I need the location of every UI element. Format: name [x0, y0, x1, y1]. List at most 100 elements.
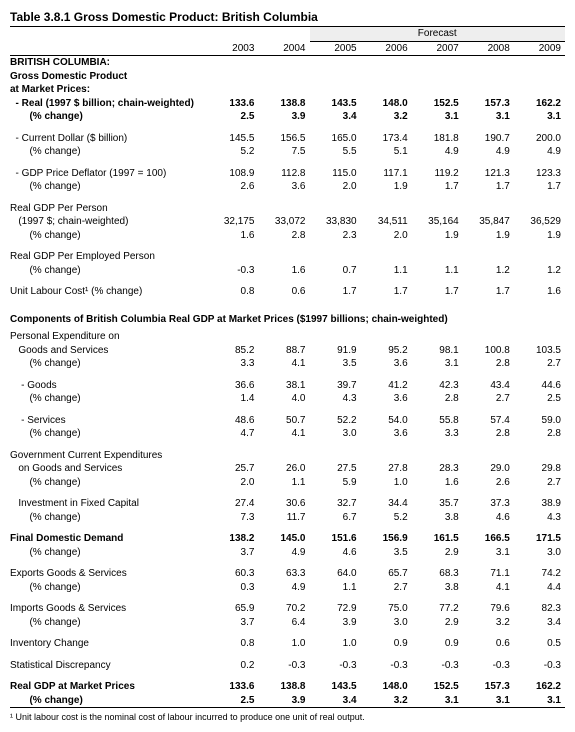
data-cell: 2.3	[310, 229, 361, 243]
data-cell: 1.7	[463, 180, 514, 194]
data-cell: 3.1	[412, 357, 463, 371]
data-cell: 4.9	[258, 581, 309, 595]
data-cell: 3.0	[310, 427, 361, 441]
data-cell: 5.9	[310, 476, 361, 490]
gdp-table: Forecast2003200420052006200720082009BRIT…	[10, 27, 565, 708]
data-cell: 121.3	[463, 167, 514, 181]
row-label: (1997 $; chain-weighted)	[10, 215, 207, 229]
data-cell: 98.1	[412, 344, 463, 358]
data-cell	[310, 449, 361, 463]
year-header: 2007	[412, 41, 463, 56]
data-cell	[207, 449, 258, 463]
row-label: Statistical Discrepancy	[10, 659, 207, 673]
data-cell: 2.7	[463, 392, 514, 406]
data-cell: -0.3	[514, 659, 565, 673]
row-label: (% change)	[10, 581, 207, 595]
data-cell	[412, 250, 463, 264]
data-cell: 4.9	[412, 145, 463, 159]
data-cell: 1.6	[258, 264, 309, 278]
data-cell: 103.5	[514, 344, 565, 358]
data-cell	[514, 202, 565, 216]
data-cell	[412, 330, 463, 344]
row-label: (% change)	[10, 616, 207, 630]
section-label: Gross Domestic Product	[10, 70, 565, 84]
data-cell: 4.9	[258, 546, 309, 560]
data-cell: 38.9	[514, 497, 565, 511]
data-cell: 70.2	[258, 602, 309, 616]
data-cell: 5.2	[361, 511, 412, 525]
data-cell: 3.1	[463, 546, 514, 560]
data-cell: 85.2	[207, 344, 258, 358]
data-cell: 3.2	[463, 616, 514, 630]
data-cell: 3.1	[463, 694, 514, 708]
data-cell: 200.0	[514, 132, 565, 146]
data-cell: 156.9	[361, 532, 412, 546]
year-header: 2005	[310, 41, 361, 56]
data-cell: 152.5	[412, 680, 463, 694]
data-cell: 3.4	[310, 110, 361, 124]
data-cell: 4.9	[514, 145, 565, 159]
table-title: Table 3.8.1 Gross Domestic Product: Brit…	[10, 10, 565, 27]
data-cell: 65.7	[361, 567, 412, 581]
data-cell: 33,072	[258, 215, 309, 229]
data-cell: 88.7	[258, 344, 309, 358]
data-cell: 2.8	[463, 357, 514, 371]
forecast-header: Forecast	[310, 27, 566, 41]
data-cell: 82.3	[514, 602, 565, 616]
data-cell: 72.9	[310, 602, 361, 616]
row-label: (% change)	[10, 110, 207, 124]
data-cell	[310, 250, 361, 264]
section-label: Components of British Columbia Real GDP …	[10, 307, 565, 331]
section-label: BRITISH COLUMBIA:	[10, 56, 565, 70]
data-cell: 41.2	[361, 379, 412, 393]
data-cell	[310, 330, 361, 344]
data-cell	[463, 250, 514, 264]
data-cell: 3.3	[412, 427, 463, 441]
data-cell: 117.1	[361, 167, 412, 181]
data-cell: 2.7	[514, 476, 565, 490]
row-label: - Goods	[10, 379, 207, 393]
data-cell: 4.4	[514, 581, 565, 595]
row-label: - Real (1997 $ billion; chain-weighted)	[10, 97, 207, 111]
data-cell: 79.6	[463, 602, 514, 616]
data-cell: 133.6	[207, 97, 258, 111]
data-cell	[514, 449, 565, 463]
data-cell: 2.9	[412, 616, 463, 630]
data-cell: 148.0	[361, 97, 412, 111]
data-cell: 2.6	[463, 476, 514, 490]
data-cell: 3.1	[514, 110, 565, 124]
year-header: 2006	[361, 41, 412, 56]
data-cell: 2.8	[463, 427, 514, 441]
data-cell: 34,511	[361, 215, 412, 229]
data-cell: 32,175	[207, 215, 258, 229]
data-cell	[207, 250, 258, 264]
data-cell: 57.4	[463, 414, 514, 428]
row-label: (% change)	[10, 180, 207, 194]
data-cell: 59.0	[514, 414, 565, 428]
data-cell: -0.3	[412, 659, 463, 673]
data-cell: 3.6	[361, 427, 412, 441]
data-cell: 138.8	[258, 97, 309, 111]
data-cell: 138.8	[258, 680, 309, 694]
data-cell: 0.9	[361, 637, 412, 651]
data-cell: 4.1	[258, 357, 309, 371]
data-cell	[463, 449, 514, 463]
data-cell: 3.8	[412, 581, 463, 595]
data-cell: 171.5	[514, 532, 565, 546]
data-cell: 3.4	[514, 616, 565, 630]
data-cell: 38.1	[258, 379, 309, 393]
data-cell: 143.5	[310, 97, 361, 111]
data-cell: 54.0	[361, 414, 412, 428]
data-cell: 3.2	[361, 694, 412, 708]
row-label: (% change)	[10, 546, 207, 560]
data-cell: -0.3	[207, 264, 258, 278]
data-cell	[514, 250, 565, 264]
data-cell: 48.6	[207, 414, 258, 428]
data-cell: 52.2	[310, 414, 361, 428]
data-cell: 3.6	[361, 392, 412, 406]
data-cell: 145.5	[207, 132, 258, 146]
data-cell: 123.3	[514, 167, 565, 181]
data-cell: 2.5	[207, 110, 258, 124]
row-label: Exports Goods & Services	[10, 567, 207, 581]
data-cell	[258, 250, 309, 264]
